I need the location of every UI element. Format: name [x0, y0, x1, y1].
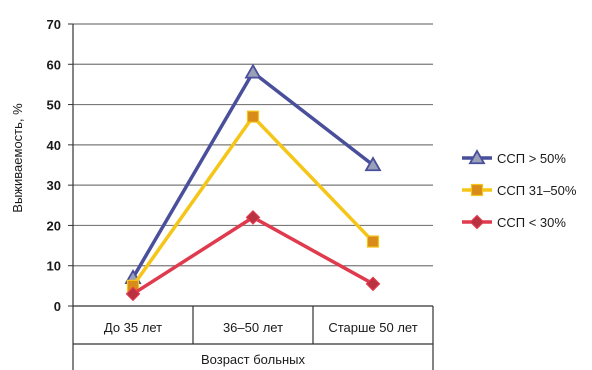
gridlines	[68, 23, 433, 307]
data-point	[244, 63, 262, 79]
x-category-label: До 35 лет	[104, 320, 162, 335]
data-point	[366, 235, 380, 248]
x-category-label: Старше 50 лет	[328, 320, 417, 335]
y-tick-label: 40	[47, 138, 61, 153]
legend-swatch-marker	[469, 214, 485, 230]
y-tick-label: 0	[54, 299, 61, 314]
legend: ССП > 50% ССП 31–50% ССП < 30%	[462, 149, 577, 230]
y-tick-label: 60	[47, 57, 61, 72]
y-axis-label: Выживаемость, %	[10, 103, 25, 213]
data-point	[365, 276, 381, 292]
legend-swatch-marker	[470, 183, 484, 197]
series-line-2	[131, 114, 375, 287]
data-point	[364, 156, 382, 172]
y-tick-label: 70	[47, 17, 61, 32]
legend-label: ССП > 50%	[497, 151, 566, 166]
y-tick-label: 20	[47, 218, 61, 233]
data-point	[245, 210, 261, 225]
y-tick-labels: 0 10 20 30 40 50 60 70	[47, 17, 61, 314]
x-category-label: 36–50 лет	[223, 320, 283, 335]
series-group	[124, 63, 382, 302]
y-tick-label: 50	[47, 98, 61, 113]
axes	[72, 24, 434, 370]
legend-label: ССП < 30%	[497, 215, 566, 230]
legend-label: ССП 31–50%	[497, 183, 577, 198]
data-point	[246, 110, 260, 123]
data-point	[125, 286, 141, 302]
x-axis-label: Возраст больных	[201, 352, 306, 367]
legend-swatch-marker	[468, 149, 486, 165]
series-line-3	[132, 215, 374, 296]
x-category-labels: До 35 лет 36–50 лет Старше 50 лет	[104, 320, 418, 335]
y-tick-label: 30	[47, 178, 61, 193]
series-line-1	[131, 70, 375, 279]
y-tick-label: 10	[47, 259, 61, 274]
